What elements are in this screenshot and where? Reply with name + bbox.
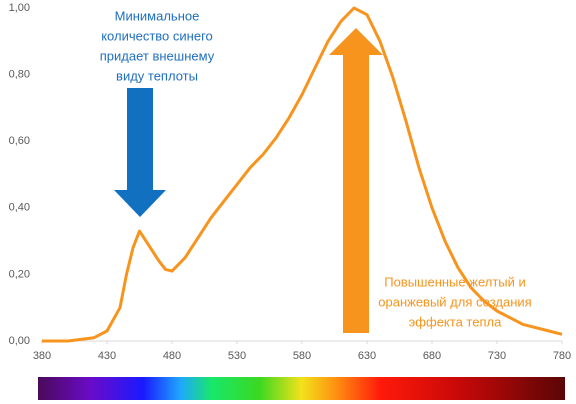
x-tick-label: 780 <box>553 350 571 362</box>
x-tick-label: 480 <box>163 350 181 362</box>
annotation: Повышенные желтый и <box>384 274 526 289</box>
x-tick-label: 380 <box>33 350 51 362</box>
y-tick-label: 0,80 <box>9 69 30 81</box>
y-tick-label: 0,00 <box>9 335 30 347</box>
y-tick-label: 0,40 <box>9 202 30 214</box>
x-tick-label: 680 <box>423 350 441 362</box>
annotation: придает внешнему <box>100 48 215 63</box>
annotation: Минимальное <box>115 8 200 23</box>
orange-arrow <box>329 28 383 333</box>
annotation: количество синего <box>101 28 213 43</box>
annotation: оранжевый для создания <box>378 294 531 309</box>
annotation: виду теплоты <box>116 68 198 83</box>
spectrum-bar <box>38 377 565 400</box>
blue-arrow <box>114 88 166 217</box>
x-tick-label: 580 <box>293 350 311 362</box>
x-tick-label: 630 <box>358 350 376 362</box>
y-tick-label: 0,60 <box>9 135 30 147</box>
annotation: эффекта тепла <box>409 314 502 329</box>
y-tick-label: 1,00 <box>9 2 30 14</box>
x-tick-label: 730 <box>488 350 506 362</box>
y-tick-label: 0,20 <box>9 268 30 280</box>
x-tick-label: 430 <box>98 350 116 362</box>
x-tick-label: 530 <box>228 350 246 362</box>
spectrum-line <box>42 6 563 343</box>
